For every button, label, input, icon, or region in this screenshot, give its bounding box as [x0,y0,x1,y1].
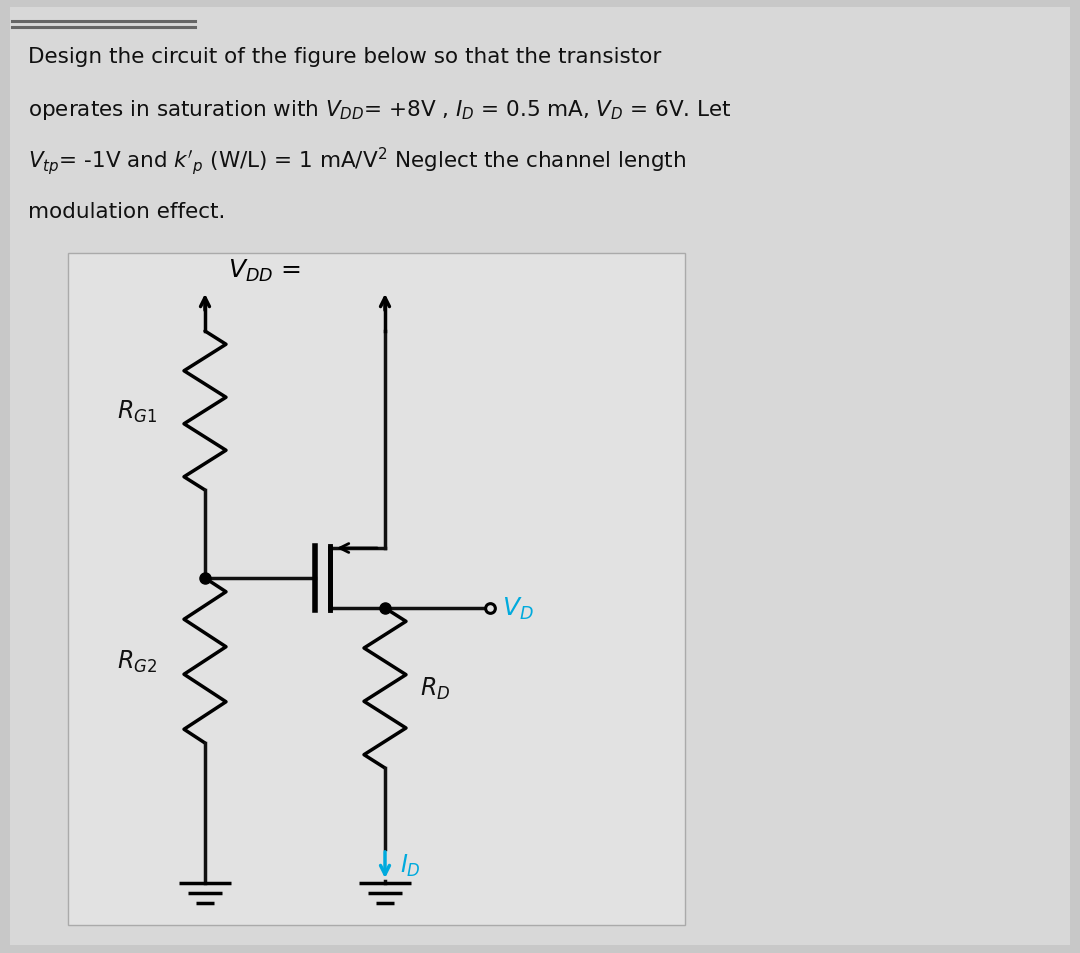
Text: $V_{DD}$ =: $V_{DD}$ = [228,257,301,284]
Text: operates in saturation with $V_{DD}$= +8V , $I_D$ = 0.5 mA, $V_D$ = 6V. Let: operates in saturation with $V_{DD}$= +8… [28,98,732,122]
Text: $R_{G1}$: $R_{G1}$ [117,398,157,424]
Text: $R_{G2}$: $R_{G2}$ [117,648,157,674]
Text: $R_D$: $R_D$ [420,675,450,701]
Bar [68,253,685,925]
Text: $V_D$: $V_D$ [502,596,534,621]
Text: $I_D$: $I_D$ [400,852,421,878]
Text: Design the circuit of the figure below so that the transistor: Design the circuit of the figure below s… [28,47,661,67]
Text: modulation effect.: modulation effect. [28,202,226,222]
Text: $V_{tp}$= -1V and $k'_p$ (W/L) = 1 mA/V$^2$ Neglect the channel length: $V_{tp}$= -1V and $k'_p$ (W/L) = 1 mA/V$… [28,145,686,177]
